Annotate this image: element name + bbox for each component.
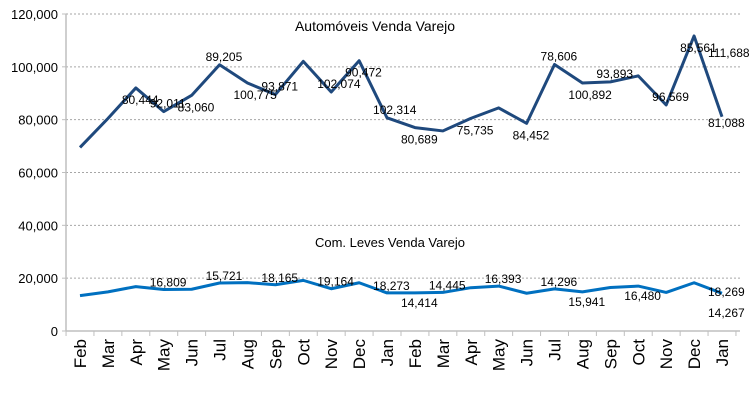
x-tick-label: Jun [183,339,202,366]
y-tick-label: 80,000 [18,113,58,128]
data-label: 16,393 [485,272,522,286]
series-title-com-leves: Com. Leves Venda Varejo [315,235,465,250]
series-title-automoveis: Automóveis Venda Varejo [295,18,455,34]
x-tick-label: Aug [238,339,257,369]
data-label: 16,480 [624,289,661,303]
x-tick-label: Apr [127,339,146,366]
x-tick-label: Sep [266,339,285,369]
data-label: 75,735 [457,123,494,137]
data-label: 18,165 [261,271,298,285]
x-tick-label: Sep [601,339,620,369]
y-tick-label: 120,000 [11,7,58,22]
data-label: 15,941 [568,295,605,309]
x-tick-label: Jun [518,339,537,366]
x-tick-label: Jul [546,339,565,361]
y-tick-label: 20,000 [18,271,58,286]
x-tick-label: Mar [99,339,118,369]
x-tick-label: Mar [434,339,453,369]
data-label: 84,452 [513,128,550,142]
series-line-automoveis [80,36,722,147]
x-tick-label: Dec [350,339,369,370]
x-axis: Feb Mar Apr May Jun Jul Aug Sep Oct Nov Dec Jan Feb M… [66,331,740,371]
x-tick-label: Feb [406,339,425,368]
x-tick-label: Oct [294,339,313,366]
y-tick-label: 0 [51,324,58,339]
data-label: 18,273 [373,279,410,293]
x-tick-label: Jan [378,339,397,366]
data-label: 102,314 [373,103,417,117]
x-tick-label: Dec [685,339,704,370]
x-tick-label: Jan [713,339,732,366]
data-label: 18,269 [708,285,745,299]
data-label: 19,164 [317,275,354,289]
data-label: 93,871 [261,80,298,94]
data-label: 83,060 [178,100,215,114]
x-tick-label: Jul [211,339,230,361]
x-tick-label: May [490,339,509,372]
data-label: 14,296 [541,275,578,289]
data-label: 96,569 [652,90,689,104]
data-label: 81,088 [708,116,745,130]
data-label: 90,472 [345,66,382,80]
x-tick-label: Aug [573,339,592,369]
data-label: 93,893 [596,67,633,81]
data-label: 14,445 [429,278,466,292]
x-tick-label: Apr [462,339,481,366]
x-tick-label: Oct [629,339,648,366]
data-label: 16,809 [150,275,187,289]
y-tick-label: 40,000 [18,218,58,233]
data-label: 14,414 [401,296,438,310]
y-axis: 0 20,000 40,000 60,000 80,000 100,000 120,000 [11,7,66,339]
y-tick-label: 100,000 [11,60,58,75]
x-tick-label: Nov [657,339,676,370]
data-label: 111,688 [708,46,750,60]
data-label: 80,689 [401,133,438,147]
data-label: 78,606 [541,49,578,63]
data-label: 15,721 [206,269,243,283]
x-tick-label: Feb [71,339,90,368]
data-label: 100,892 [568,88,612,102]
y-tick-label: 60,000 [18,166,58,181]
x-tick-label: May [155,339,174,372]
x-tick-label: Nov [322,339,341,370]
data-label: 89,205 [206,50,243,64]
data-label: 14,267 [708,306,745,320]
